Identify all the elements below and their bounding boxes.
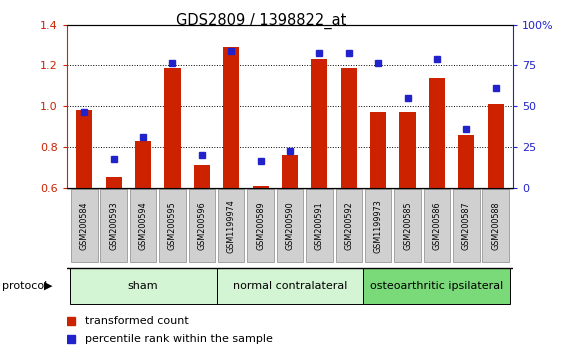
FancyBboxPatch shape xyxy=(364,268,510,304)
Bar xyxy=(106,177,122,188)
Text: ▶: ▶ xyxy=(44,281,52,291)
Text: protocol: protocol xyxy=(2,281,47,291)
Text: percentile rank within the sample: percentile rank within the sample xyxy=(85,334,273,344)
Text: GSM200584: GSM200584 xyxy=(80,201,89,250)
Text: GDS2809 / 1398822_at: GDS2809 / 1398822_at xyxy=(176,12,346,29)
FancyBboxPatch shape xyxy=(160,189,186,262)
Text: GSM200593: GSM200593 xyxy=(109,201,118,250)
Text: osteoarthritic ipsilateral: osteoarthritic ipsilateral xyxy=(370,281,503,291)
FancyBboxPatch shape xyxy=(71,189,97,262)
Bar xyxy=(370,112,386,188)
Bar xyxy=(223,47,240,188)
Text: transformed count: transformed count xyxy=(85,316,188,326)
FancyBboxPatch shape xyxy=(188,189,215,262)
Text: GSM200595: GSM200595 xyxy=(168,201,177,250)
FancyBboxPatch shape xyxy=(336,189,362,262)
FancyBboxPatch shape xyxy=(483,189,509,262)
Bar xyxy=(311,59,328,188)
Bar xyxy=(400,112,416,188)
Text: GSM200586: GSM200586 xyxy=(433,201,441,250)
Text: normal contralateral: normal contralateral xyxy=(233,281,347,291)
Bar xyxy=(135,141,151,188)
Text: GSM200594: GSM200594 xyxy=(139,201,147,250)
Bar xyxy=(252,185,269,188)
Bar xyxy=(282,155,298,188)
FancyBboxPatch shape xyxy=(453,189,480,262)
Text: GSM200585: GSM200585 xyxy=(403,201,412,250)
Text: sham: sham xyxy=(128,281,158,291)
Bar xyxy=(340,68,357,188)
FancyBboxPatch shape xyxy=(394,189,420,262)
Text: GSM1199973: GSM1199973 xyxy=(374,199,383,252)
FancyBboxPatch shape xyxy=(423,189,450,262)
Text: GSM1199974: GSM1199974 xyxy=(227,199,235,252)
FancyBboxPatch shape xyxy=(218,189,244,262)
Bar xyxy=(76,110,92,188)
Bar xyxy=(488,104,504,188)
FancyBboxPatch shape xyxy=(306,189,332,262)
Text: GSM200596: GSM200596 xyxy=(197,201,206,250)
FancyBboxPatch shape xyxy=(248,189,274,262)
Text: GSM200588: GSM200588 xyxy=(491,201,500,250)
Text: GSM200592: GSM200592 xyxy=(345,201,353,250)
Text: GSM200591: GSM200591 xyxy=(315,201,324,250)
FancyBboxPatch shape xyxy=(216,268,364,304)
FancyBboxPatch shape xyxy=(365,189,392,262)
Bar xyxy=(164,68,180,188)
FancyBboxPatch shape xyxy=(100,189,127,262)
Bar xyxy=(194,165,210,188)
FancyBboxPatch shape xyxy=(277,189,303,262)
Text: GSM200589: GSM200589 xyxy=(256,201,265,250)
FancyBboxPatch shape xyxy=(70,268,216,304)
Bar xyxy=(429,78,445,188)
Text: GSM200590: GSM200590 xyxy=(285,201,295,250)
Text: GSM200587: GSM200587 xyxy=(462,201,471,250)
FancyBboxPatch shape xyxy=(130,189,157,262)
Bar xyxy=(458,135,474,188)
